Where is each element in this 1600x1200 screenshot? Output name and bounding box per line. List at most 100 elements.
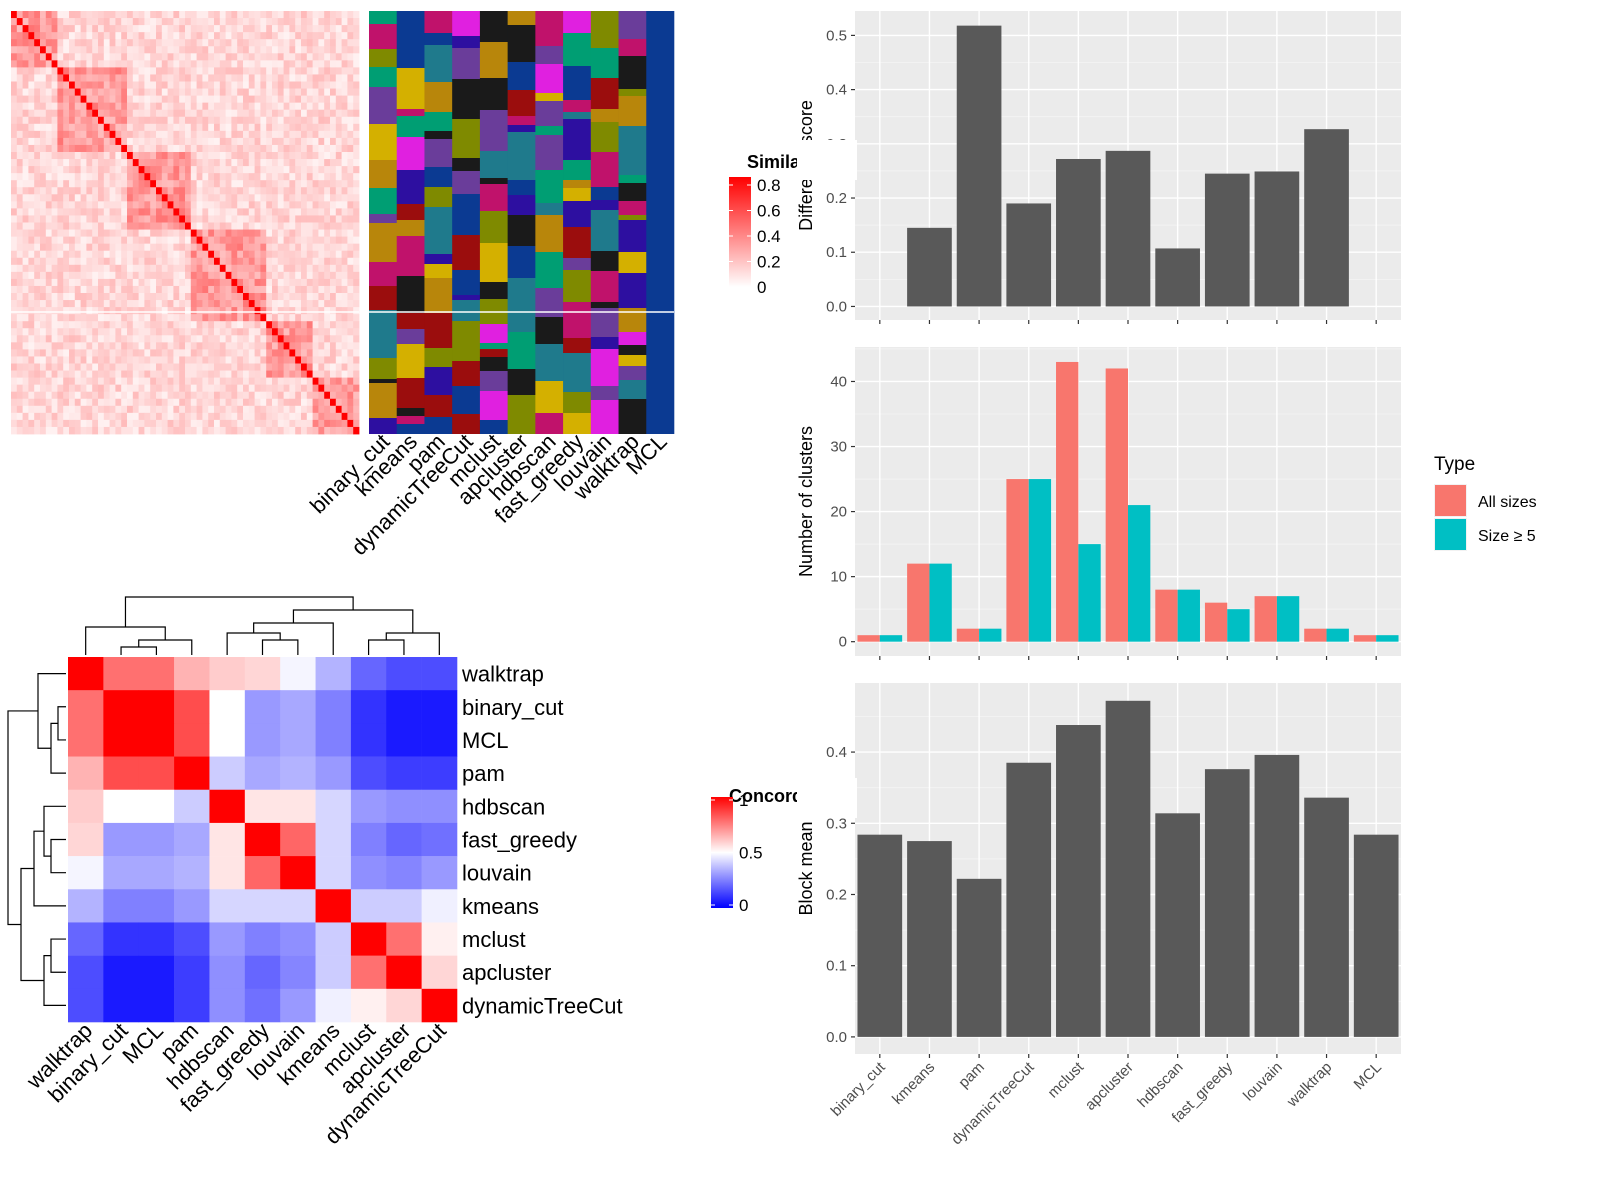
similarity-cell xyxy=(260,194,267,202)
similarity-cell xyxy=(34,173,41,181)
similarity-cell xyxy=(16,391,23,400)
similarity-cell xyxy=(156,18,163,26)
similarity-cell xyxy=(237,152,244,160)
concordance-row-label: MCL xyxy=(462,728,508,753)
similarity-cell xyxy=(63,257,70,266)
similarity-cell xyxy=(138,152,145,160)
similarity-cell xyxy=(40,264,47,273)
similarity-cell xyxy=(127,215,134,223)
similarity-cell xyxy=(45,271,52,280)
similarity-cell xyxy=(179,159,186,167)
similarity-cell xyxy=(347,95,354,104)
similarity-cell xyxy=(74,11,81,19)
similarity-cell xyxy=(80,307,87,315)
concordance-cell xyxy=(386,657,422,691)
similarity-cell xyxy=(312,215,319,223)
membership-cell-mclust xyxy=(479,184,508,211)
similarity-cell xyxy=(167,356,174,364)
similarity-cell xyxy=(138,370,145,378)
similarity-cell xyxy=(341,180,348,188)
similarity-cell xyxy=(272,166,279,174)
similarity-cell xyxy=(318,236,325,245)
similarity-cell xyxy=(324,398,331,407)
similarity-cell xyxy=(57,363,64,371)
similarity-cell xyxy=(16,342,23,350)
similarity-cell xyxy=(185,166,192,174)
similarity-cell xyxy=(92,412,99,421)
similarity-cell xyxy=(22,314,29,322)
similarity-cell xyxy=(283,257,290,266)
similarity-cell xyxy=(277,222,284,230)
similarity-cell xyxy=(144,278,151,287)
similarity-cell xyxy=(16,370,23,378)
similarity-cell xyxy=(16,229,23,237)
similarity-cell xyxy=(80,215,87,223)
similarity-cell xyxy=(11,88,18,96)
similarity-cell xyxy=(231,95,238,104)
similarity-cell xyxy=(74,278,81,287)
similarity-cell xyxy=(289,187,296,195)
similarity-cell xyxy=(132,328,139,336)
similarity-cell xyxy=(45,208,52,216)
similarity-cell xyxy=(16,173,23,181)
similarity-cell xyxy=(219,377,226,386)
similarity-cell xyxy=(16,194,23,202)
similarity-cell xyxy=(45,152,52,160)
similarity-cell xyxy=(277,307,284,315)
similarity-cell xyxy=(74,46,81,54)
similarity-cell xyxy=(301,236,308,245)
similarity-cell xyxy=(190,137,197,146)
similarity-cell xyxy=(312,201,319,209)
similarity-cell xyxy=(156,152,163,160)
similarity-cell xyxy=(16,363,23,371)
similarity-cell xyxy=(98,257,105,266)
similarity-cell xyxy=(266,173,273,181)
similarity-cell xyxy=(92,342,99,350)
similarity-cell xyxy=(353,173,360,181)
similarity-cell xyxy=(51,349,58,357)
similarity-cell xyxy=(225,123,232,132)
similarity-cell xyxy=(161,264,168,273)
similarity-cell xyxy=(11,328,18,336)
similarity-cell xyxy=(196,187,203,195)
similarity-cell xyxy=(318,363,325,371)
similarity-cell xyxy=(295,293,302,301)
similarity-cell xyxy=(161,116,168,125)
similarity-cell xyxy=(266,130,273,139)
similarity-cell xyxy=(92,307,99,315)
membership-cell-kmeans xyxy=(396,424,425,434)
similarity-cell xyxy=(161,278,168,287)
similarity-cell xyxy=(248,166,255,174)
similarity-cell xyxy=(335,173,342,181)
similarity-cell xyxy=(63,67,70,75)
similarity-cell xyxy=(353,187,360,195)
similarity-cell xyxy=(109,88,116,96)
similarity-cell xyxy=(51,130,58,139)
similarity-cell xyxy=(98,285,105,294)
concordance-cell xyxy=(138,690,175,724)
similarity-cell xyxy=(295,109,302,118)
x-tick-label: MCL xyxy=(1351,1059,1385,1093)
similarity-cell xyxy=(11,257,18,266)
similarity-cell xyxy=(335,257,342,266)
similarity-cell xyxy=(219,144,226,153)
bar-size-ge-5 xyxy=(1128,505,1151,642)
similarity-cell xyxy=(86,293,93,301)
similarity-cell xyxy=(127,257,134,266)
membership-cell-louvain xyxy=(590,400,619,434)
similarity-cell xyxy=(243,95,250,104)
similarity-cell xyxy=(115,109,122,118)
similarity-cell xyxy=(208,349,215,357)
similarity-cell xyxy=(161,405,168,414)
similarity-cell xyxy=(283,229,290,237)
similarity-cell xyxy=(40,152,47,160)
similarity-cell xyxy=(16,264,23,273)
similarity-cell xyxy=(243,102,250,111)
similarity-cell xyxy=(289,109,296,118)
similarity-cell xyxy=(34,271,41,280)
similarity-cell xyxy=(51,328,58,336)
similarity-cell xyxy=(127,229,134,237)
similarity-cell xyxy=(335,25,342,33)
similarity-cell xyxy=(150,328,157,336)
similarity-cell xyxy=(86,95,93,104)
